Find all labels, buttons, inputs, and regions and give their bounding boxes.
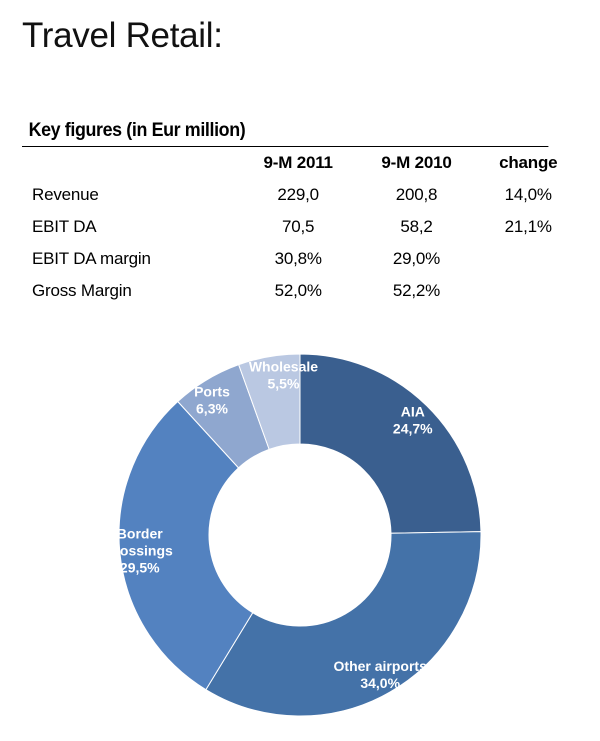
table-header-change: change [499,153,558,172]
row-label: EBIT DA margin [32,249,151,268]
cell-9m-2011: 52,0% [274,281,322,300]
slice-aia [299,353,482,534]
table-row: Revenue 229,0 200,8 14,0% [22,179,582,211]
row-label: Revenue [32,185,99,204]
cell-change [474,275,582,307]
cell-9m-2011: 229,0 [277,185,319,204]
donut-chart-container: AIA 24,7% Other airports 34,0% Border crossin… [0,330,600,736]
table-row: Gross Margin 52,0% 52,2% [22,275,582,307]
table-header-label [22,147,238,179]
key-figures-table-section: Key figures (in Eur million) 9-M 2011 9-… [22,120,582,307]
slice-label-wholesale: Wholesale 5,5% [249,358,318,391]
slice-wholesale [238,353,301,451]
slice-other-airports [205,531,482,717]
page-title: Travel Retail: [22,16,223,55]
cell-9m-2010: 58,2 [400,217,433,236]
cell-9m-2010: 29,0% [392,249,441,268]
cell-9m-2011: 30,8% [274,249,322,268]
table-row: EBIT DA margin 30,8% 29,0% [22,243,582,275]
donut-chart: AIA 24,7% Other airports 34,0% Border crossin… [107,353,482,717]
slice-label-border-crossings: Border crossings 29,5% [107,526,173,576]
key-figures-table: 9-M 2011 9-M 2010 change Revenue 229,0 2… [22,147,582,307]
table-row: EBIT DA 70,5 58,2 21,1% [22,211,582,243]
cell-change [474,243,582,275]
table-caption: Key figures (in Eur million) [22,120,549,147]
slice-label-other-airports: Other airports 34,0% [334,658,428,691]
cell-change: 21,1% [504,217,552,236]
table-header-row: 9-M 2011 9-M 2010 change [22,147,582,179]
slice-border-crossings [118,400,254,691]
cell-change: 14,0% [504,185,552,204]
cell-9m-2011: 70,5 [282,217,315,236]
slice-label-ports: Ports 6,3% [194,384,230,417]
slice-label-aia: AIA 24,7% [393,404,433,437]
table-header-9m-2010: 9-M 2010 [381,153,452,172]
cell-9m-2010: 200,8 [395,185,438,204]
row-label: Gross Margin [32,281,132,300]
table-header-9m-2011: 9-M 2011 [263,153,333,172]
cell-9m-2010: 52,2% [392,281,441,300]
row-label: EBIT DA [32,217,97,236]
